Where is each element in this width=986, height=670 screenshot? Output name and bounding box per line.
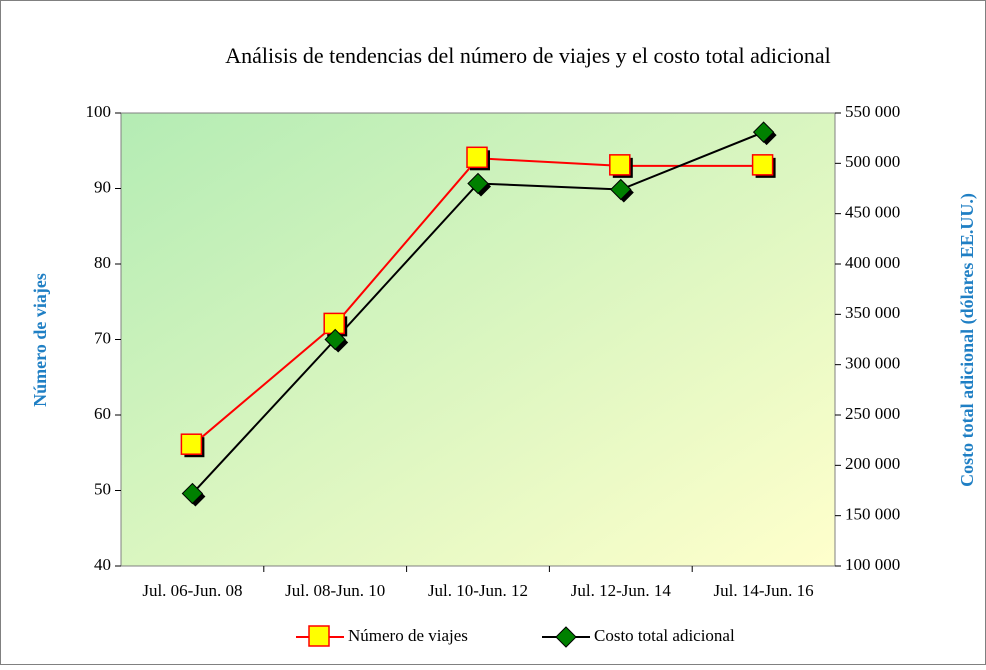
y2-tick-label: 250 000 [845, 404, 900, 423]
y-tick-label: 100 [86, 102, 112, 121]
marker [180, 433, 203, 455]
y2-axis-label: Costo total adicional (dólares EE.UU.) [957, 193, 978, 487]
y-tick-label: 60 [94, 404, 111, 423]
marker [467, 172, 489, 195]
y2-tick-label: 500 000 [845, 152, 900, 171]
marker [466, 146, 488, 169]
marker [751, 154, 774, 176]
y2-tick-label: 300 000 [845, 354, 900, 373]
y2-tick-label: 100 000 [845, 555, 900, 574]
legend-label: Número de viajes [348, 626, 468, 645]
y-tick-label: 50 [94, 479, 111, 498]
y-tick-label: 70 [94, 328, 111, 347]
y-axis-label: Número de viajes [30, 273, 50, 407]
x-tick-label: Jul. 10-Jun. 12 [428, 581, 528, 600]
x-tick-label: Jul. 08-Jun. 10 [285, 581, 385, 600]
y-tick-label: 90 [94, 177, 111, 196]
x-tick-label: Jul. 12-Jun. 14 [571, 581, 672, 600]
y2-tick-label: 400 000 [845, 253, 900, 272]
marker [752, 121, 775, 143]
y2-tick-label: 150 000 [845, 505, 900, 524]
legend-label: Costo total adicional [594, 626, 735, 645]
marker [610, 178, 632, 201]
y-tick-label: 80 [94, 253, 111, 272]
y2-tick-label: 350 000 [845, 303, 900, 322]
marker [609, 154, 631, 176]
marker [324, 328, 346, 351]
y2-tick-label: 200 000 [845, 454, 900, 473]
x-tick-label: Jul. 14-Jun. 16 [714, 581, 814, 600]
x-tick-label: Jul. 06-Jun. 08 [142, 581, 242, 600]
chart-title: Análisis de tendencias del número de via… [225, 43, 830, 68]
marker [181, 482, 204, 505]
y-tick-label: 40 [94, 555, 111, 574]
y2-tick-label: 550 000 [845, 102, 900, 121]
y2-tick-label: 450 000 [845, 203, 900, 222]
legend-marker [308, 625, 330, 647]
legend-marker [555, 626, 577, 648]
